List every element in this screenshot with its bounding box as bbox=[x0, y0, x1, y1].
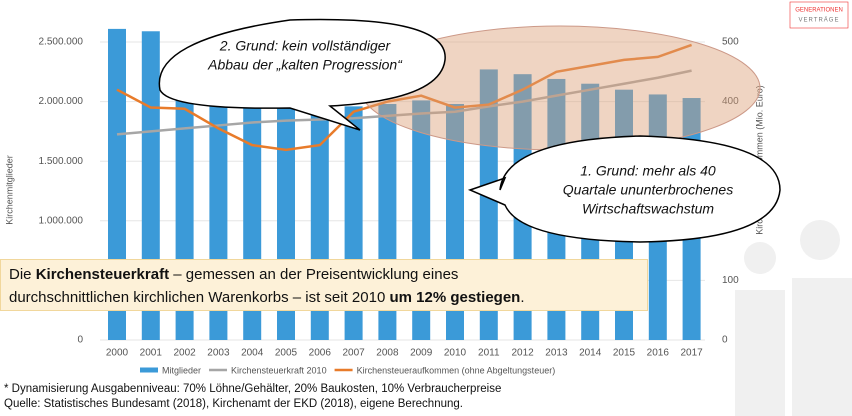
text-line: Die Kirchensteuerkraft – gemessen an der… bbox=[9, 263, 639, 286]
y2-tick-label: 500 bbox=[722, 37, 739, 48]
text: Die bbox=[9, 266, 36, 283]
text: – gemessen an der Preisentwicklung eines bbox=[169, 266, 458, 283]
y-tick-label: 2.000.000 bbox=[39, 96, 84, 107]
x-tick-label: 2003 bbox=[207, 348, 230, 359]
page: {"chart_data":{"type":"bar","categories"… bbox=[0, 0, 852, 416]
y-tick-label: 2.500.000 bbox=[39, 37, 84, 48]
y-tick-label: 1.500.000 bbox=[39, 156, 84, 167]
callout-text: Wirtschaftswachstum bbox=[582, 201, 714, 217]
y-tick-label: 1.000.000 bbox=[39, 215, 84, 226]
text-bold: Kirchensteuerkraft bbox=[36, 266, 169, 283]
text-line: durchschnittlichen kirchlichen Warenkorb… bbox=[9, 286, 639, 309]
x-tick-label: 2013 bbox=[545, 348, 568, 359]
x-tick-label: 2016 bbox=[647, 348, 670, 359]
x-tick-label: 2008 bbox=[376, 348, 399, 359]
x-tick-label: 2001 bbox=[140, 348, 163, 359]
x-tick-label: 2006 bbox=[309, 348, 332, 359]
callout-text: 2. Grund: kein vollständiger bbox=[219, 38, 392, 54]
chart: GENERATIONEN VERTRÄGE 0500.0001.000.0001… bbox=[0, 0, 852, 416]
y2-tick-label: 100 bbox=[722, 275, 739, 286]
logo-text: GENERATIONEN bbox=[795, 8, 843, 14]
text-box: Die Kirchensteuerkraft – gemessen an der… bbox=[0, 259, 648, 311]
callout-text: Abbau der „kalten Progression“ bbox=[207, 57, 403, 73]
logo-text: VERTRÄGE bbox=[799, 17, 840, 24]
x-tick-label: 2010 bbox=[444, 348, 467, 359]
x-tick-label: 2009 bbox=[410, 348, 433, 359]
x-tick-label: 2007 bbox=[342, 348, 365, 359]
footnote: Quelle: Statistisches Bundesamt (2018), … bbox=[4, 398, 463, 410]
y-tick-label: 0 bbox=[77, 335, 83, 346]
x-tick-label: 2012 bbox=[511, 348, 534, 359]
y2-tick-label: 0 bbox=[722, 335, 728, 346]
x-tick-label: 2002 bbox=[173, 348, 196, 359]
legend-label: Kirchensteueraufkommen (ohne Abgeltungst… bbox=[357, 365, 556, 375]
y-axis-label: Kirchenmitglieder bbox=[4, 155, 14, 225]
footnote: * Dynamisierung Ausgabenniveau: 70% Löhn… bbox=[4, 383, 501, 395]
x-tick-label: 2017 bbox=[680, 348, 703, 359]
logo: GENERATIONEN VERTRÄGE bbox=[790, 2, 848, 28]
x-tick-label: 2005 bbox=[275, 348, 298, 359]
callout-text: Quartale ununterbrochenes bbox=[563, 182, 733, 198]
text: . bbox=[520, 289, 524, 306]
legend-label: Mitglieder bbox=[162, 365, 201, 375]
callout-text: 1. Grund: mehr als 40 bbox=[580, 163, 716, 179]
silhouettes bbox=[735, 220, 852, 416]
x-tick-label: 2004 bbox=[241, 348, 264, 359]
x-tick-label: 2014 bbox=[579, 348, 602, 359]
x-tick-label: 2015 bbox=[613, 348, 636, 359]
x-tick-label: 2000 bbox=[106, 348, 129, 359]
text: durchschnittlichen kirchlichen Warenkorb… bbox=[9, 289, 389, 306]
text-bold: um 12% gestiegen bbox=[389, 289, 520, 306]
x-tick-label: 2011 bbox=[478, 348, 500, 359]
legend-label: Kirchensteuerkraft 2010 bbox=[231, 365, 327, 375]
